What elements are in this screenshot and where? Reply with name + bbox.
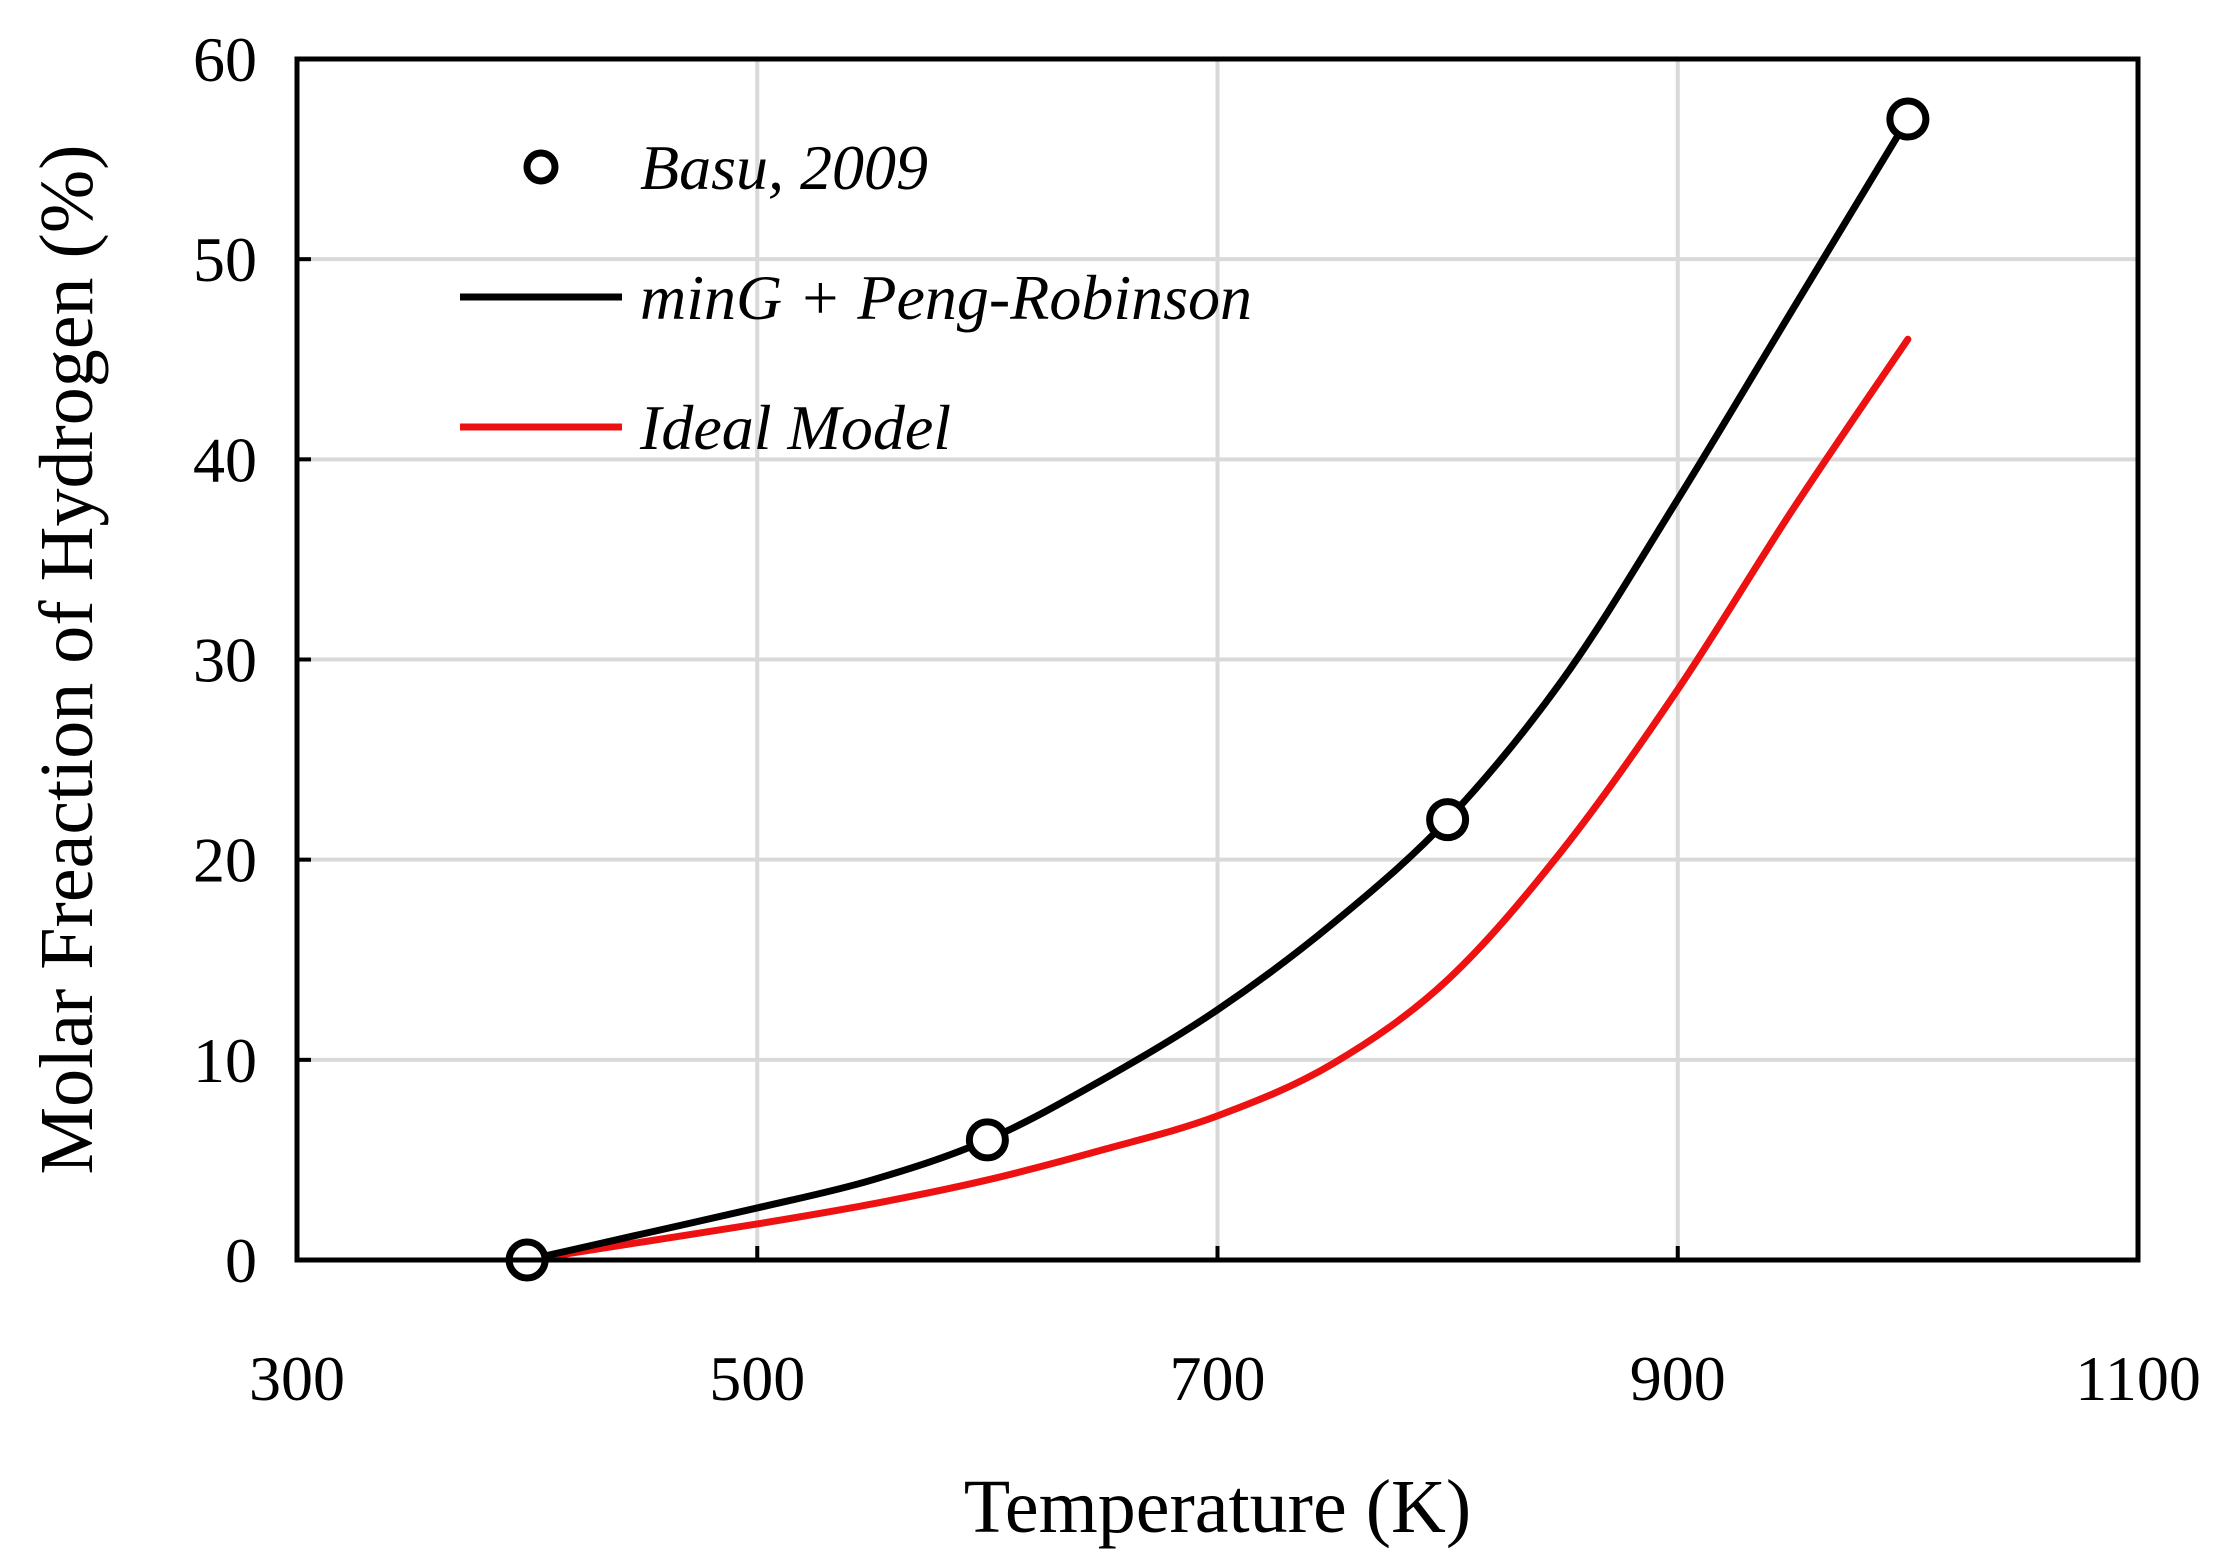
legend-item-ming-peng-robinson: minG + Peng-Robinson [460,262,1252,333]
x-tick-label: 700 [1170,1343,1266,1414]
series-lines [523,115,1912,1264]
series-line-ming-peng-robinson [523,115,1912,1264]
y-tick-label: 60 [193,24,257,95]
data-point-basu [1426,798,1470,842]
legend-marker-basu [523,149,559,185]
y-axis-title: Molar Freaction of Hydrogen (%) [25,145,109,1175]
y-tick-label: 50 [193,224,257,295]
data-point-basu [1886,97,1930,141]
legend-item-ideal-model: Ideal Model [460,392,951,463]
y-tick-label: 30 [193,625,257,696]
legend-label-basu: Basu, 2009 [640,132,928,203]
axis-ticks [295,57,2140,1262]
legend-item-basu: Basu, 2009 [523,132,928,203]
grid-lines [297,59,2138,1260]
legend-label-ideal-model: Ideal Model [639,392,951,463]
series-line-ideal-model [523,335,1912,1264]
x-tick-label: 1100 [2075,1343,2201,1414]
x-tick-label: 300 [249,1343,345,1414]
axis-tick-labels: 300 500 700 900 1100 0 10 20 30 40 50 60 [193,24,2201,1414]
x-axis-title: Temperature (K) [964,1465,1471,1549]
legend: Basu, 2009 minG + Peng-Robinson Ideal Mo… [460,132,1252,463]
y-tick-label: 40 [193,424,257,495]
x-tick-label: 500 [709,1343,805,1414]
x-tick-label: 900 [1630,1343,1726,1414]
data-point-basu [965,1118,1009,1162]
legend-label-ming-peng-robinson: minG + Peng-Robinson [640,262,1252,333]
y-tick-label: 20 [193,825,257,896]
y-tick-label: 10 [193,1025,257,1096]
y-tick-label: 0 [225,1225,257,1296]
